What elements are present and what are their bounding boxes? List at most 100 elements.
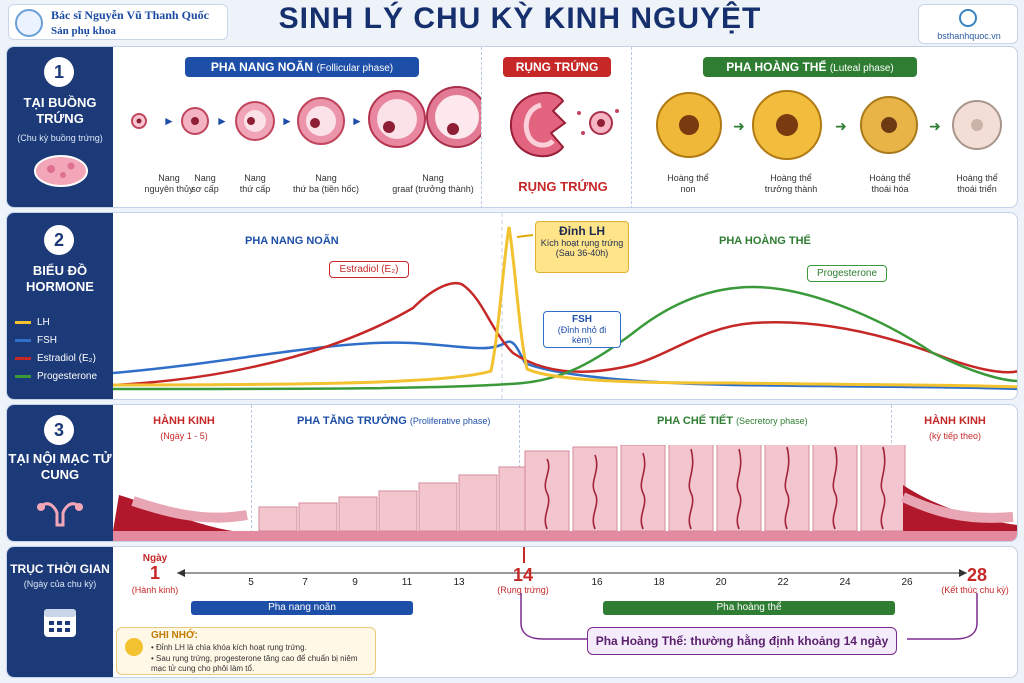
brand-name: Bác sĩ Nguyễn Vũ Thanh Quốc <box>51 8 209 22</box>
tick-11: 11 <box>401 577 413 588</box>
follicle-caption-1: Nang nguyên thủy <box>144 173 194 194</box>
timeline-axis <box>177 569 967 577</box>
estradiol-callout: Estradiol (E₂) <box>329 261 409 278</box>
tick-22: 22 <box>777 577 789 588</box>
brand-subtitle: Sản phụ khoa <box>51 25 116 37</box>
section-subtitle: (Chu kỳ buồng trứng) <box>17 133 103 143</box>
section-timeline-sidebar: TRỤC THỜI GIAN (Ngày của chu kỳ) <box>7 547 113 677</box>
lh-peak-callout: Đỉnh LH Kích hoạt rụng trứng (Sau 36-40h… <box>535 221 629 273</box>
section-number: 2 <box>44 225 74 255</box>
uterus-icon <box>37 502 83 527</box>
day-label: Ngày <box>142 553 168 564</box>
day-start: 1 <box>149 563 160 583</box>
day-end-note: (Kết thúc chu kỳ) <box>941 585 1009 595</box>
day-mid: 14 <box>512 565 534 585</box>
lightbulb-icon <box>125 638 143 656</box>
corpus-luteum-stages: ➜ ➜ ➜ <box>656 90 1002 160</box>
lh-peak-arrow <box>516 234 534 238</box>
follicle-caption-2: Nang sơ cấp <box>191 173 219 194</box>
follicle-graafian-icon <box>368 90 426 148</box>
tick-16: 16 <box>591 577 603 588</box>
section-endometrium: 3 TẠI NỘI MẠC TỬ CUNG HÀNH KINH (Ngày 1 … <box>6 404 1018 542</box>
corpus-caption-3: Hoàng thể thoái hóa <box>869 173 911 194</box>
tick-20: 20 <box>715 577 727 588</box>
follicle-tertiary-icon <box>297 97 345 145</box>
lh-peak-line2: (Sau 36-40h) <box>555 248 609 258</box>
section-title: TẠI BUỒNG TRỨNG <box>23 95 97 126</box>
hormone-label-follicular: PHA NANG NOÃN <box>245 235 339 247</box>
next-menses-shedding <box>903 485 1017 531</box>
section-number: 1 <box>44 57 74 87</box>
menses2-sub: (kỳ tiếp theo) <box>928 431 982 441</box>
globe-icon <box>959 9 977 27</box>
follicle-caption-4: Nang thứ ba (tiền hốc) <box>292 173 360 194</box>
section-number: 3 <box>44 415 74 445</box>
corpus-caption-1: Hoàng thể non <box>667 173 709 194</box>
section-ovary: 1 TẠI BUỒNG TRỨNG (Chu kỳ buồng trứng) P… <box>6 46 1018 208</box>
svg-text:►: ► <box>163 114 175 128</box>
svg-text:➜: ➜ <box>929 118 941 134</box>
corpus-luteum-regressing-icon <box>860 96 918 154</box>
follicle-secondary-icon <box>235 101 275 141</box>
svg-text:➜: ➜ <box>733 118 745 134</box>
phase-follicular-en: (Follicular phase) <box>316 63 394 74</box>
legend-progesterone: Progesterone <box>15 371 97 382</box>
bar-luteal: Pha hoàng thể <box>603 601 895 615</box>
legend-fsh: FSH <box>15 335 57 346</box>
corpus-caption-2: Hoàng thể trưởng thành <box>764 173 818 194</box>
phase-ovulation-pill: RỤNG TRỨNG <box>503 57 611 77</box>
site-url[interactable]: bsthanhquoc.vn <box>937 31 1001 41</box>
legend-estradiol: Estradiol (E₂) <box>15 353 96 364</box>
phase-luteal-en: (Luteal phase) <box>829 63 894 74</box>
fsh-callout: FSH (Đỉnh nhỏ đi kèm) <box>543 311 621 348</box>
menses-title: HÀNH KINH <box>153 415 215 427</box>
tick-24: 24 <box>839 577 851 588</box>
site-badge[interactable]: bsthanhquoc.vn <box>918 4 1018 44</box>
section-endometrium-sidebar: 3 TẠI NỘI MẠC TỬ CUNG <box>7 405 113 541</box>
fsh-title: FSH <box>572 314 592 325</box>
phase-luteal-pill: PHA HOÀNG THỂ (Luteal phase) <box>703 57 917 77</box>
progesterone-callout: Progesterone <box>807 265 887 282</box>
section-title: TẠI NỘI MẠC TỬ CUNG <box>8 451 112 482</box>
memo-box: GHI NHỚ: • Đỉnh LH là chìa khóa kích hoạ… <box>116 627 376 675</box>
corpus-luteum-young-icon <box>656 92 722 158</box>
phase-follicular-label: PHA NANG NOÃN <box>210 60 314 74</box>
follicle-primordial-icon <box>131 113 147 129</box>
corpus-albicans-icon <box>952 100 1002 150</box>
day-end: 28 <box>966 565 988 585</box>
lh-peak-line1: Kích hoạt rụng trứng <box>540 238 624 248</box>
follicle-primary-icon <box>181 107 209 135</box>
tick-9: 9 <box>352 577 358 588</box>
follicle-caption-3: Nang thứ cấp <box>239 173 271 194</box>
phase-follicular-pill: PHA NANG NOÃN (Follicular phase) <box>185 57 419 77</box>
secretory-title: PHA CHẾ TIẾT (Secretory phase) <box>657 415 808 427</box>
svg-text:►: ► <box>281 114 293 128</box>
luteal-constant-box: Pha Hoàng Thể: thường hằng định khoảng 1… <box>587 627 897 655</box>
svg-text:►: ► <box>351 114 363 128</box>
tick-13: 13 <box>453 577 465 588</box>
endometrium-illustration <box>113 445 1017 541</box>
corpus-luteum-mature-icon <box>752 90 822 160</box>
memo-item-1: • Đỉnh LH là chìa khóa kích hoạt rụng tr… <box>151 643 307 652</box>
section-hormones-sidebar: 2 BIỂU ĐỒ HORMONE LH FSH Estradiol (E₂) … <box>7 213 113 399</box>
estradiol-curve <box>113 282 1017 387</box>
follicle-stages: ► ► ► ► ► <box>131 86 481 148</box>
ovulation-rupture-icon <box>510 91 619 158</box>
fsh-curve <box>113 340 1017 391</box>
tick-18: 18 <box>653 577 665 588</box>
day-start-note: (Hành kinh) <box>131 585 179 595</box>
corpus-caption-4: Hoàng thể thoái triển <box>956 173 998 194</box>
menses2-title: HÀNH KINH <box>924 415 986 427</box>
menses-sub: (Ngày 1 - 5) <box>160 431 208 441</box>
calendar-icon <box>44 609 76 637</box>
follicle-mature-icon <box>426 86 481 148</box>
svg-text:►: ► <box>216 114 228 128</box>
tick-26: 26 <box>901 577 913 588</box>
section-timeline: TRỤC THỜI GIAN (Ngày của chu kỳ) Ngày 1 … <box>6 546 1018 678</box>
day-mid-note: (Rụng trứng) <box>497 585 549 595</box>
follicle-caption-5: Nang graaf (trưởng thành) <box>392 173 474 194</box>
luteal-bracket <box>520 593 978 640</box>
svg-text:➜: ➜ <box>835 118 847 134</box>
phase-luteal-label: PHA HOÀNG THỂ <box>726 60 827 74</box>
section-hormones: 2 BIỂU ĐỒ HORMONE LH FSH Estradiol (E₂) … <box>6 212 1018 400</box>
